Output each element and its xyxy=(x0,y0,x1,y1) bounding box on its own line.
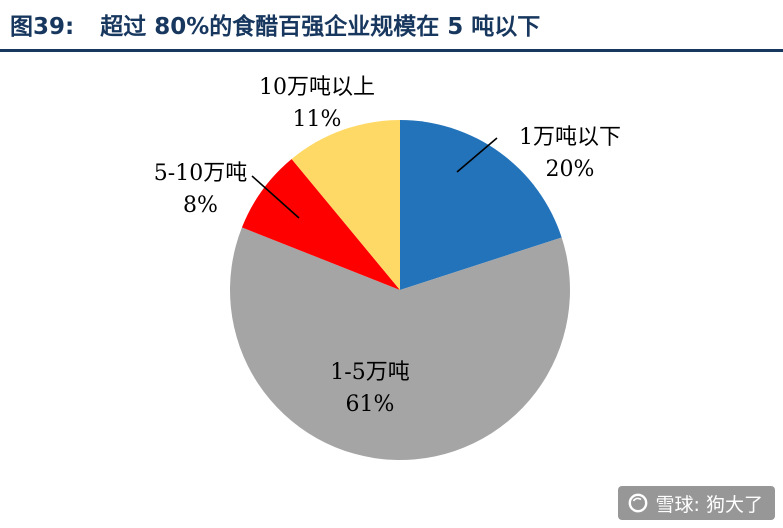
label-slice-5-10wt-pct: 8% xyxy=(183,192,218,218)
xueqiu-watermark: 雪球: 狗大了 xyxy=(617,486,775,520)
pie-slice xyxy=(400,120,562,290)
pie-slice xyxy=(291,120,400,290)
label-slice-10wt-plus-name: 10万吨以上 xyxy=(259,75,375,100)
pie-slice xyxy=(241,159,400,290)
label-slice-1-5wt-pct: 61% xyxy=(345,391,395,417)
label-slice-10wt-plus-pct: 11% xyxy=(292,106,342,132)
label-slice-1wt-below-name: 1万吨以下 xyxy=(519,125,621,150)
label-slice-5-10wt: 5-10万吨 8% xyxy=(133,158,268,222)
pie-slice xyxy=(230,227,571,461)
label-slice-5-10wt-name: 5-10万吨 xyxy=(153,161,248,186)
chart-title: 图39: 超过 80%的食醋百强企业规模在 5 吨以下 xyxy=(0,0,783,52)
label-slice-1-5wt: 1-5万吨 61% xyxy=(295,357,445,421)
figure-title-text: 超过 80%的食醋百强企业规模在 5 吨以下 xyxy=(100,14,541,40)
watermark-text: 雪球: 狗大了 xyxy=(655,493,763,516)
label-slice-1-5wt-name: 1-5万吨 xyxy=(330,360,410,385)
leader-line-red-slice xyxy=(251,175,300,219)
figure-number: 图39: xyxy=(10,14,75,40)
leader-line-blue-slice xyxy=(456,137,498,173)
label-slice-10wt-plus: 10万吨以上 11% xyxy=(227,72,407,136)
xueqiu-logo-icon xyxy=(628,493,647,513)
label-slice-1wt-below-pct: 20% xyxy=(545,156,595,182)
label-slice-1wt-below: 1万吨以下 20% xyxy=(500,122,640,186)
pie-chart xyxy=(230,120,571,461)
